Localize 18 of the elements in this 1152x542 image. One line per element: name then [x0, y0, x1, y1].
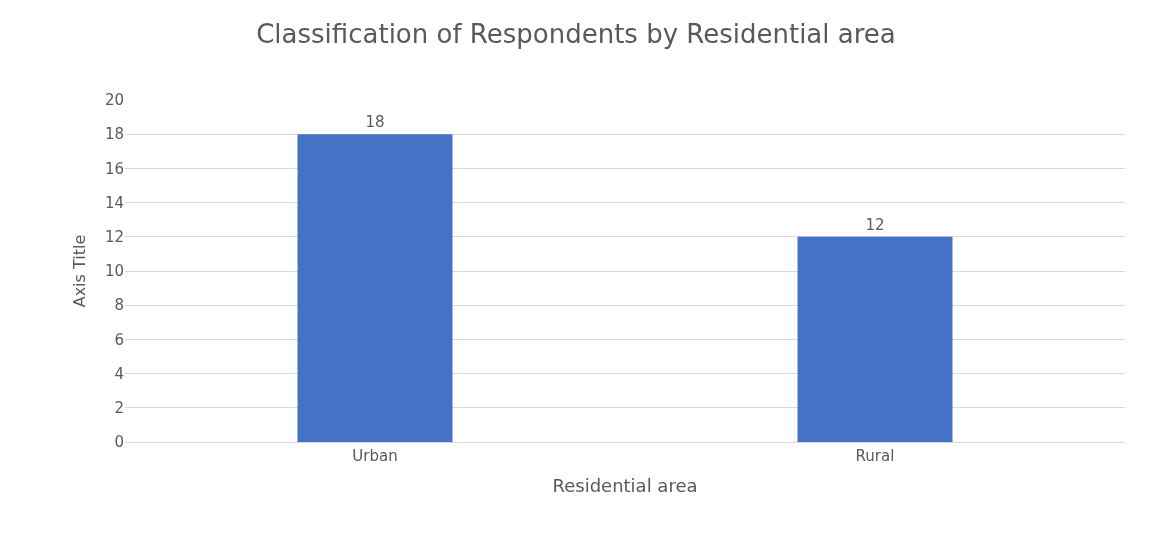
- y-tick-label: 8: [114, 296, 124, 315]
- y-tick-label: 6: [114, 330, 124, 349]
- y-tick-label: 12: [104, 228, 124, 247]
- y-tick-label: 18: [104, 125, 124, 144]
- y-tick-label: 10: [104, 262, 124, 281]
- y-tick-label: 16: [104, 159, 124, 178]
- y-tick-label: 14: [104, 193, 124, 212]
- y-tick-label: 2: [114, 399, 124, 418]
- data-label: 18: [365, 113, 385, 132]
- x-tick-label: Rural: [855, 447, 895, 465]
- y-axis-title: Axis Title: [69, 234, 89, 308]
- y-tick-label: 0: [114, 433, 124, 452]
- data-label: 12: [865, 215, 885, 234]
- x-tick-label: Urban: [352, 447, 398, 465]
- chart-title: Classification of Respondents by Residential area: [256, 18, 896, 49]
- y-tick-label: 20: [104, 91, 124, 110]
- y-tick-label: 4: [114, 364, 124, 383]
- x-axis-title: Residential area: [552, 475, 698, 497]
